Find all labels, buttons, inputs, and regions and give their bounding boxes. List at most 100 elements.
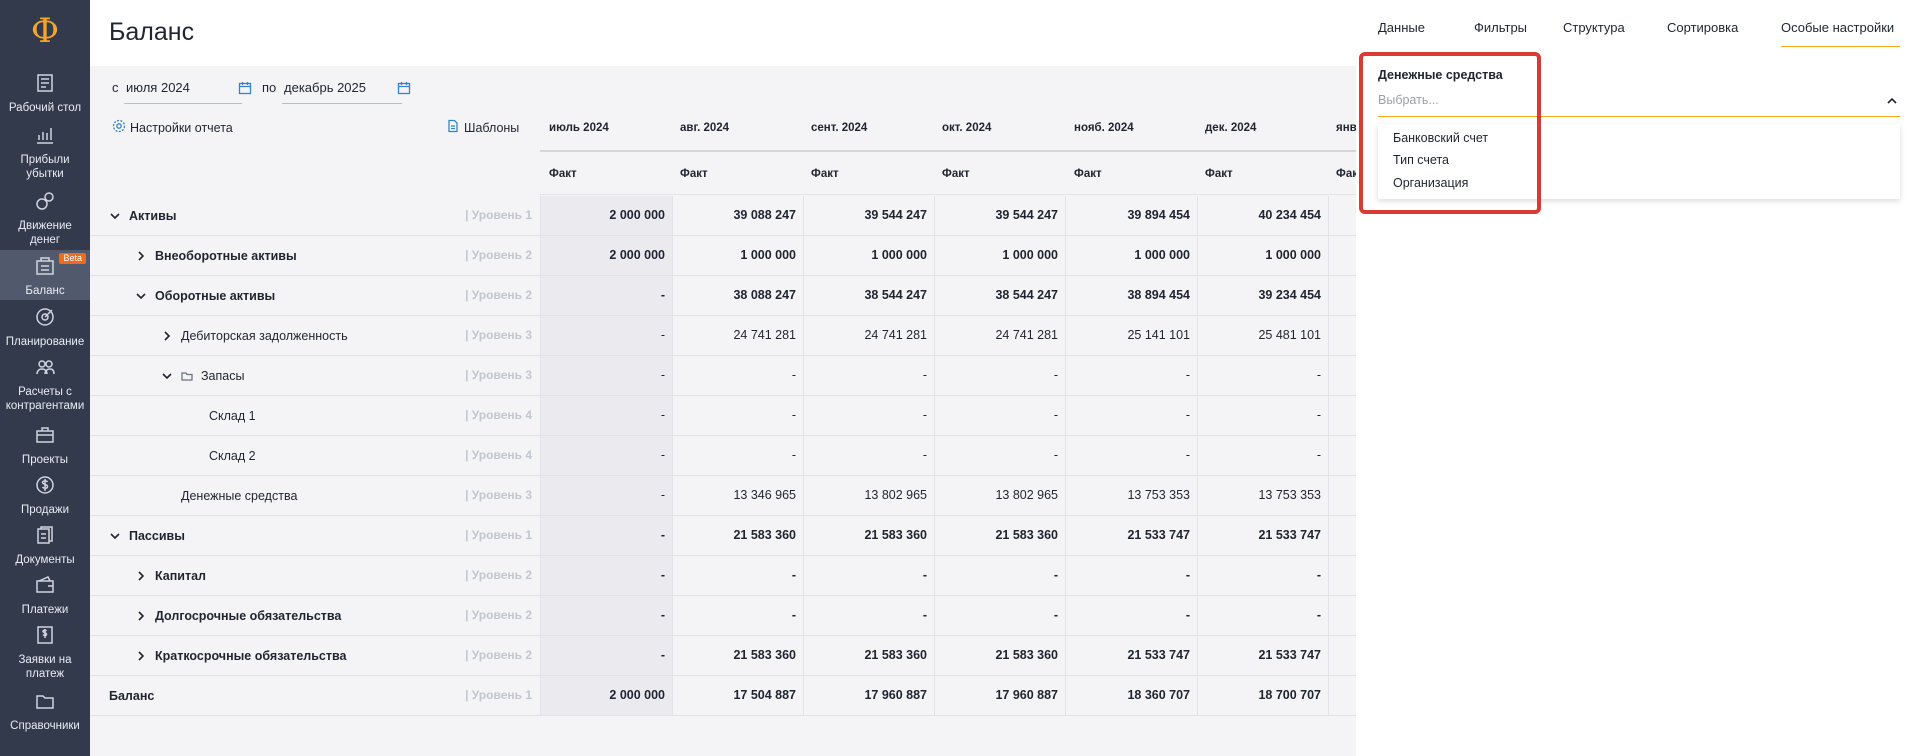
level-label: | Уровень 2	[465, 248, 532, 262]
table-cell: -	[672, 396, 803, 435]
table-row[interactable]: Запасы | Уровень 3------	[90, 356, 1356, 396]
fact-label: Факт	[1205, 168, 1233, 180]
column-header[interactable]: июль 2024	[549, 122, 609, 134]
tab-special-settings[interactable]: Особые настройки	[1781, 20, 1900, 47]
table-cell	[1328, 596, 1356, 635]
folder-icon	[34, 690, 56, 719]
folder-icon	[181, 370, 193, 382]
row-name: Дебиторская задолженность	[161, 316, 348, 355]
column-header[interactable]: нояб. 2024	[1074, 122, 1134, 134]
templates-button[interactable]: Шаблоны	[446, 119, 519, 136]
sidebar-item-projects[interactable]: Проекты	[0, 424, 90, 468]
table-row[interactable]: Склад 1 | Уровень 4------	[90, 396, 1356, 436]
table-cell: -	[540, 396, 672, 435]
table-cell: 1 000 000	[803, 236, 934, 275]
sidebar-item-documents[interactable]: Документы	[0, 524, 90, 568]
app-logo[interactable]: Ф	[30, 11, 60, 51]
table-cell: 24 741 281	[672, 316, 803, 355]
table-cell: 18 360 707	[1065, 676, 1197, 715]
table-cell: -	[540, 316, 672, 355]
sidebar-item-planning[interactable]: Планирование	[0, 306, 90, 350]
option-organization[interactable]: Организация	[1393, 176, 1469, 190]
sidebar-item-settlements[interactable]: Расчеты с контрагентами	[0, 356, 90, 412]
table-row[interactable]: Дебиторская задолженность | Уровень 3-24 …	[90, 316, 1356, 356]
sidebar: Ф Рабочий стол Прибыли убытки Движение д…	[0, 0, 90, 756]
chevron-right-icon[interactable]	[135, 570, 147, 582]
table-row[interactable]: Пассивы | Уровень 1-21 583 360 21 583 360 2…	[90, 516, 1356, 556]
chevron-down-icon[interactable]	[135, 290, 147, 302]
sidebar-item-profit-loss[interactable]: Прибыли убытки	[0, 124, 90, 180]
column-header[interactable]: окт. 2024	[942, 122, 992, 134]
table-subheader	[540, 153, 1356, 195]
row-name: Склад 2	[209, 448, 256, 463]
table-cell: 39 234 454	[1197, 276, 1328, 315]
table-cell: -	[1065, 436, 1197, 475]
chevron-right-icon[interactable]	[135, 610, 147, 622]
tab-sorting[interactable]: Сортировка	[1667, 20, 1739, 35]
chevron-down-icon[interactable]	[109, 530, 121, 542]
row-name: Долгосрочные обязательства	[135, 596, 341, 635]
sidebar-item-desktop[interactable]: Рабочий стол	[0, 72, 90, 116]
calendar-icon[interactable]	[397, 81, 411, 95]
tab-structure[interactable]: Структура	[1563, 20, 1625, 35]
chevron-right-icon[interactable]	[135, 250, 147, 262]
column-header[interactable]: сент. 2024	[811, 122, 868, 134]
sidebar-item-sales[interactable]: Продажи	[0, 474, 90, 518]
cash-grouping-select[interactable]: Выбрать...	[1378, 90, 1900, 117]
period-to-field[interactable]: декабрь 2025	[282, 74, 402, 104]
tab-data[interactable]: Данные	[1378, 20, 1425, 35]
select-placeholder: Выбрать...	[1378, 93, 1439, 107]
table-cell: 38 894 454	[1065, 276, 1197, 315]
table-row[interactable]: Долгосрочные обязательства | Уровень 2---…	[90, 596, 1356, 636]
table-cell: -	[934, 436, 1065, 475]
chevron-down-icon[interactable]	[109, 210, 121, 222]
table-cell: 13 802 965	[934, 476, 1065, 515]
calendar-icon[interactable]	[238, 81, 252, 95]
options-dropdown: Банковский счет Тип счета Организация	[1378, 124, 1900, 199]
column-header[interactable]: янв	[1336, 122, 1356, 134]
table-row[interactable]: Краткосрочные обязательства | Уровень 2-2…	[90, 636, 1356, 676]
column-header[interactable]: авг. 2024	[680, 122, 730, 134]
tab-filters[interactable]: Фильтры	[1474, 20, 1528, 35]
chevron-down-icon[interactable]	[161, 370, 173, 382]
briefcase-icon	[34, 424, 56, 453]
table-cell	[1328, 316, 1356, 355]
table-cell: -	[934, 556, 1065, 595]
fact-label: Факт	[1336, 168, 1356, 180]
table-cell: -	[540, 636, 672, 675]
table-cell: 25 141 101	[1065, 316, 1197, 355]
table-row[interactable]: Денежные средства | Уровень 3-13 346 965 1…	[90, 476, 1356, 516]
option-account-type[interactable]: Тип счета	[1393, 153, 1450, 167]
table-cell: -	[540, 436, 672, 475]
sidebar-item-balance[interactable]: Beta Баланс	[0, 250, 90, 300]
row-name: Денежные средства	[181, 488, 298, 503]
table-row[interactable]: Оборотные активы | Уровень 2-38 088 247 38…	[90, 276, 1356, 316]
chevron-right-icon[interactable]	[161, 330, 173, 342]
sidebar-item-cash-flow[interactable]: Движение денег	[0, 190, 90, 246]
table-row[interactable]: Капитал | Уровень 2------	[90, 556, 1356, 596]
table-cell: 25 481 101	[1197, 316, 1328, 355]
column-header[interactable]: дек. 2024	[1205, 122, 1257, 134]
level-label: | Уровень 2	[465, 568, 532, 582]
table-cell: -	[1065, 556, 1197, 595]
fact-label: Факт	[942, 168, 970, 180]
sidebar-item-payments[interactable]: Платежи	[0, 574, 90, 618]
sidebar-item-payment-requests[interactable]: Заявки на платеж	[0, 624, 90, 680]
request-icon	[34, 624, 56, 653]
chevron-right-icon[interactable]	[135, 650, 147, 662]
option-bank-account[interactable]: Банковский счет	[1393, 131, 1489, 145]
row-name: Краткосрочные обязательства	[135, 636, 346, 675]
level-label: | Уровень 2	[465, 288, 532, 302]
sidebar-item-directories[interactable]: Справочники	[0, 690, 90, 734]
chevron-up-icon[interactable]	[1886, 95, 1898, 107]
table-cell: -	[540, 596, 672, 635]
period-from-field[interactable]: июля 2024	[124, 74, 242, 104]
row-name: Запасы	[161, 356, 244, 395]
desktop-icon	[34, 72, 56, 101]
report-settings-button[interactable]: Настройки отчета	[112, 119, 233, 136]
gear-icon	[112, 119, 130, 136]
table-row[interactable]: Склад 2 | Уровень 4------	[90, 436, 1356, 476]
